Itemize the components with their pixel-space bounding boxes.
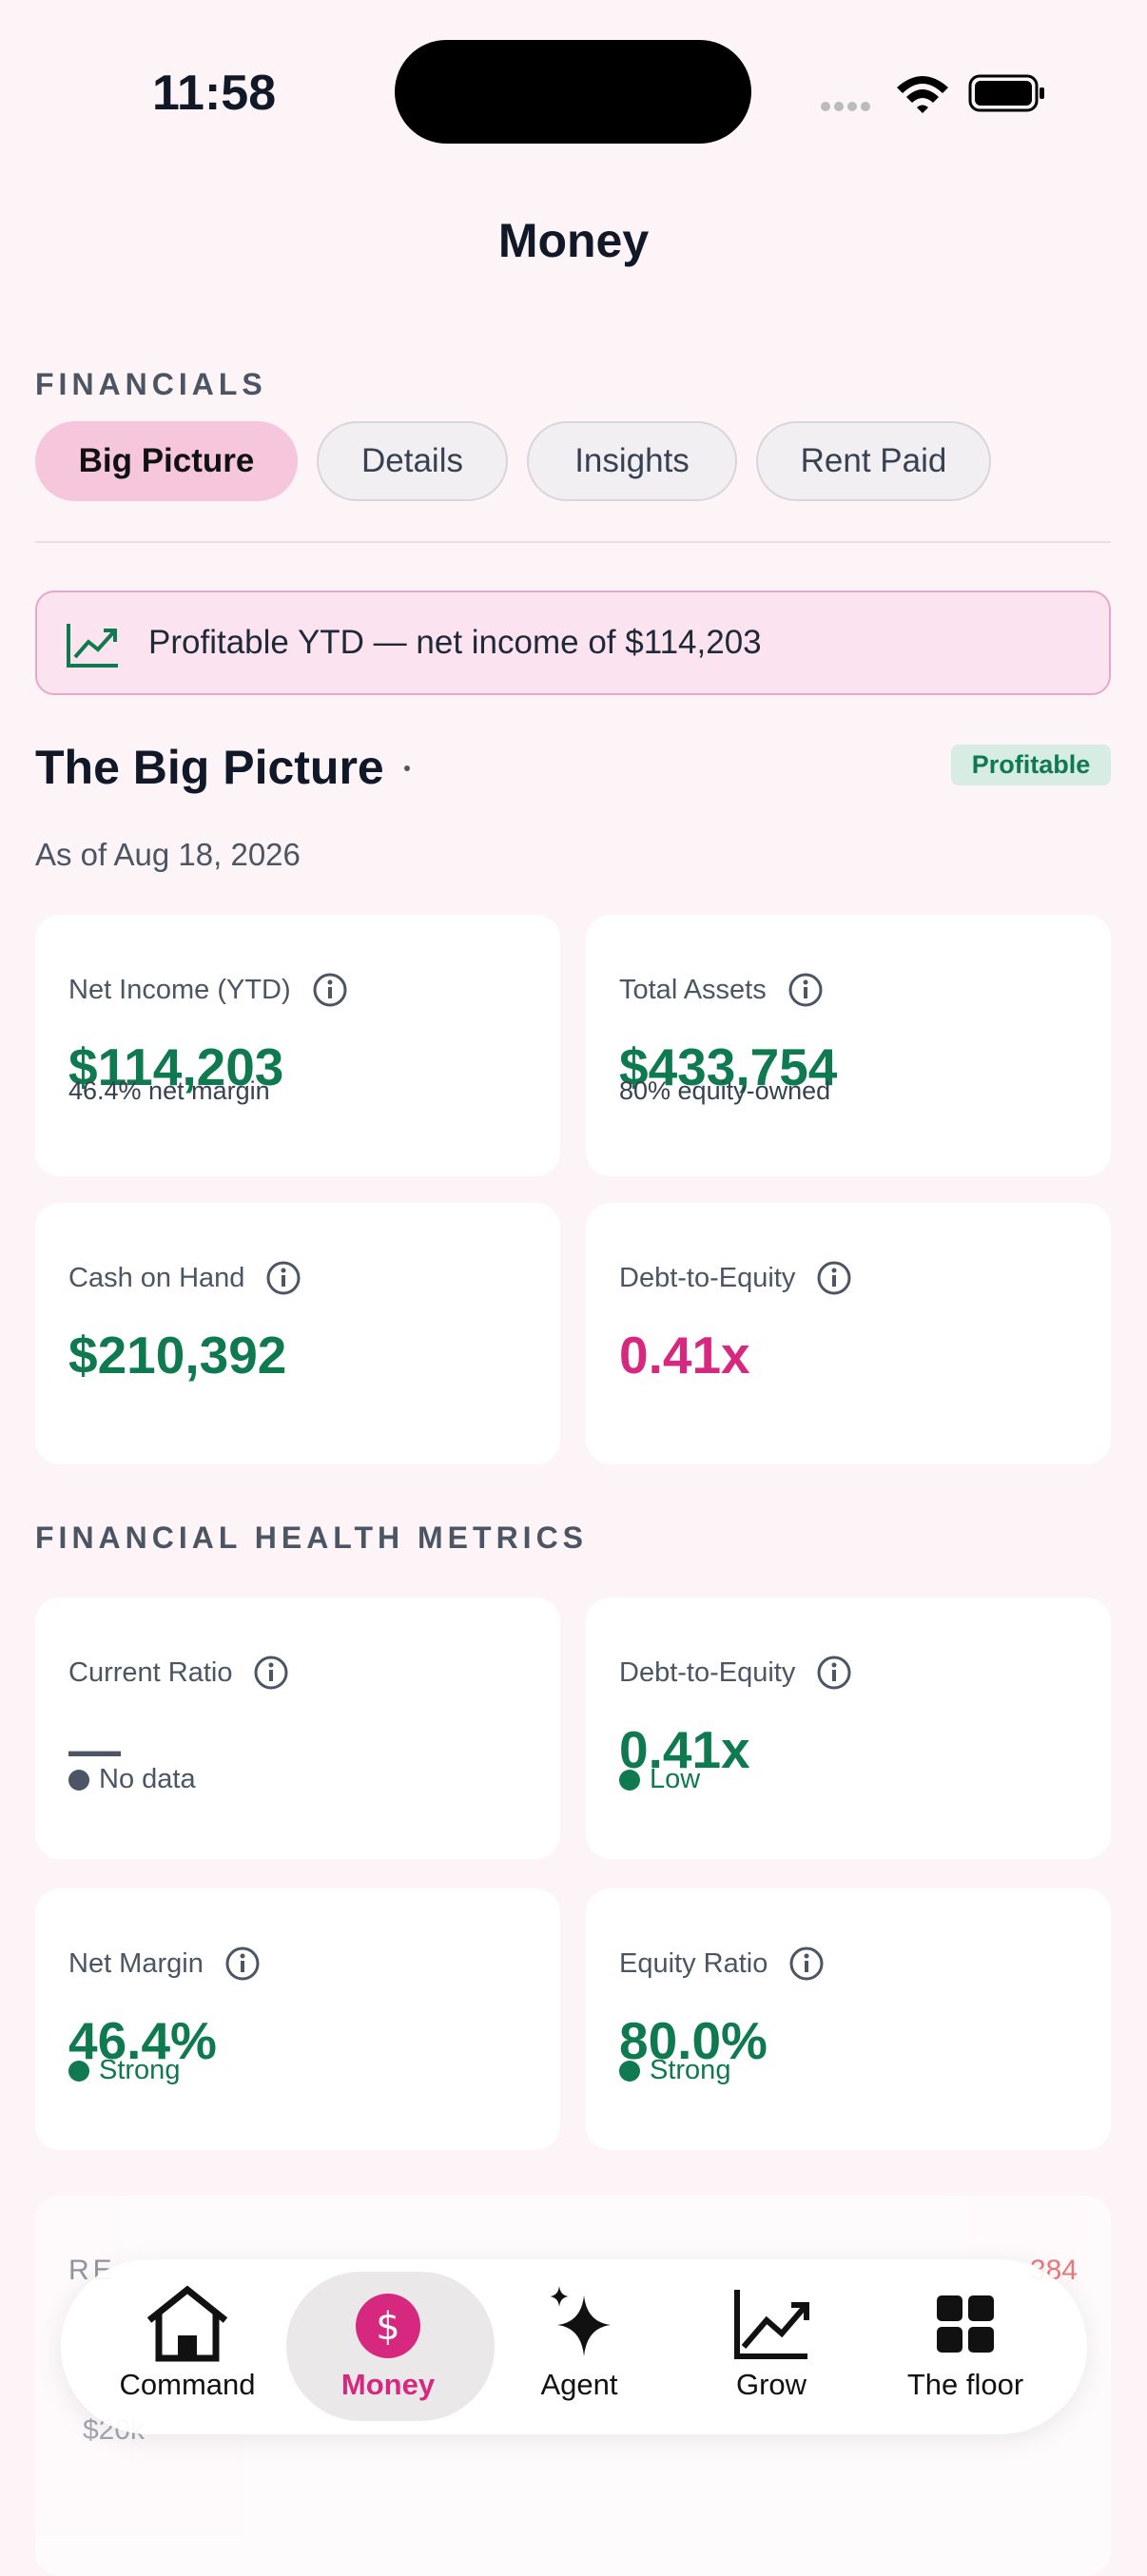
label-text: Debt-to-Equity (619, 1262, 796, 1293)
info-icon[interactable] (265, 1260, 301, 1296)
section-title: The Big Picture (35, 741, 384, 794)
divider (35, 541, 1111, 543)
badge: Profitable (951, 745, 1111, 785)
metric-value: 0.41x (619, 1326, 750, 1385)
metric-value: 80.0% (619, 2011, 768, 2070)
tab-label[interactable]: Grow (735, 2368, 807, 2401)
info-icon[interactable] (224, 1946, 261, 1982)
screen: 11:58 Money FINANCIALS Big Picture Detail… (35, 40, 1111, 2446)
dynamic-island (395, 40, 751, 144)
metric-card: Cash on Hand $210,392 (35, 1203, 560, 1464)
metric-label: Current Ratio (68, 1655, 289, 1691)
metric-label: Net Margin (68, 1946, 261, 1982)
status-dot (68, 2060, 89, 2082)
metric-status: No data (68, 1764, 196, 1795)
metric-card: Current Ratio — No data (35, 1598, 560, 1859)
status-text: Strong (99, 2055, 181, 2085)
label-text: Net Income (YTD) (68, 974, 291, 1005)
tab[interactable]: Details (317, 421, 508, 501)
clock: 11:58 (152, 66, 277, 121)
metric-status: Low (619, 1764, 700, 1795)
metric-card: Total Assets $433,754 80% equity-owned (586, 915, 1111, 1176)
tab-icons: $ (146, 2285, 994, 2362)
metric-value: $210,392 (68, 1326, 287, 1385)
tab-label[interactable]: Command (119, 2368, 256, 2401)
info-icon[interactable] (312, 972, 348, 1008)
section-label: FINANCIAL HEALTH METRICS (35, 1520, 589, 1555)
metric-label: Debt-to-Equity (619, 1260, 852, 1296)
metric-card: Debt-to-Equity 0.41x Low (586, 1598, 1111, 1859)
metric-sub: 46.4% net margin (68, 1076, 270, 1105)
metric-card: Equity Ratio 80.0% Strong (586, 1888, 1111, 2150)
metric-label: Debt-to-Equity (619, 1655, 852, 1691)
banner: Profitable YTD — net income of $114,203 (35, 591, 1111, 695)
status-text: Low (650, 1764, 701, 1794)
metric-value: 46.4% (68, 2011, 217, 2070)
info-icon[interactable] (816, 1260, 852, 1296)
info-icon[interactable] (787, 972, 824, 1008)
section-label: FINANCIALS (35, 367, 267, 401)
status-text: No data (99, 1764, 196, 1794)
banner-text: Profitable YTD — net income of $114,203 (148, 624, 762, 661)
label-text: Total Assets (619, 974, 767, 1005)
tab-bar (61, 2259, 1087, 2434)
chart-icon (67, 624, 118, 668)
status-text: Strong (650, 2055, 731, 2085)
label-text: Net Margin (68, 1947, 204, 1979)
label-text: Cash on Hand (68, 1262, 245, 1293)
status-dot (619, 1769, 640, 1791)
dot (404, 765, 410, 771)
label-text: Debt-to-Equity (619, 1656, 796, 1688)
metric-card: Net Margin 46.4% Strong (35, 1888, 560, 2150)
status-dot (619, 2060, 640, 2082)
tab-label[interactable]: Money (340, 2368, 436, 2401)
metric-label: Total Assets (619, 972, 824, 1008)
metric-value: $433,754 (619, 1037, 838, 1096)
metric-value: 0.41x (619, 1720, 750, 1779)
metric-card: Net Income (YTD) $114,203 46.4% net margin (35, 915, 560, 1176)
status-dot (68, 1769, 89, 1791)
metric-sub: 80% equity-owned (619, 1076, 831, 1105)
info-icon[interactable] (816, 1655, 852, 1691)
svg-text:$: $ (376, 2305, 399, 2349)
tab-label[interactable]: Agent (540, 2368, 618, 2401)
info-icon[interactable] (788, 1946, 825, 1982)
metric-label: Net Income (YTD) (68, 972, 348, 1008)
metric-status: Strong (68, 2055, 180, 2086)
status-icons (821, 74, 1044, 113)
metric-value: $114,203 (68, 1037, 284, 1096)
page-title: Money (497, 214, 650, 267)
metric-label: Cash on Hand (68, 1260, 301, 1296)
tab[interactable]: Big Picture (35, 421, 298, 501)
date: As of Aug 18, 2026 (35, 837, 301, 872)
metric-label: Equity Ratio (619, 1946, 825, 1982)
tab[interactable]: Insights (527, 421, 737, 501)
label-text: Equity Ratio (619, 1947, 768, 1979)
tab[interactable]: Rent Paid (756, 421, 991, 501)
metric-card: Debt-to-Equity 0.41x (586, 1203, 1111, 1464)
info-icon[interactable] (253, 1655, 289, 1691)
metric-status: Strong (619, 2055, 730, 2086)
label-text: Current Ratio (68, 1656, 233, 1688)
tab-label[interactable]: The floor (906, 2368, 1024, 2401)
